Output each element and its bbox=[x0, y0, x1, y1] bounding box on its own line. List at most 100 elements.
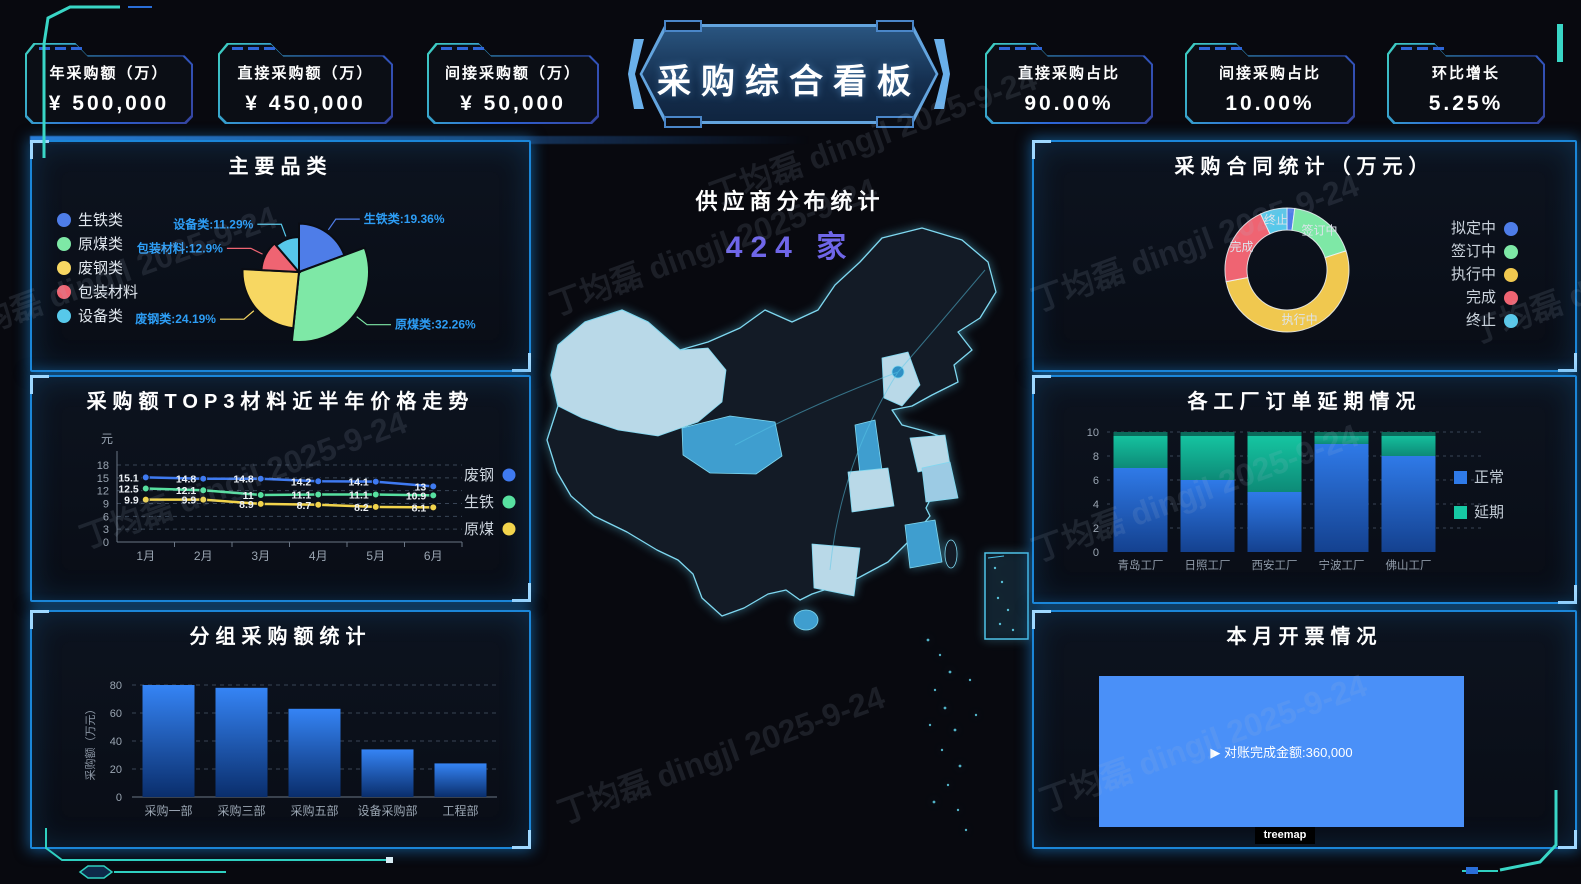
data-point[interactable] bbox=[141, 473, 150, 482]
data-point[interactable] bbox=[371, 477, 380, 486]
data-point[interactable] bbox=[314, 500, 323, 509]
treemap-breadcrumb[interactable]: treemap bbox=[1255, 827, 1315, 844]
legend-item[interactable]: 生铁 bbox=[464, 494, 494, 511]
legend-swatch-icon[interactable] bbox=[502, 468, 516, 482]
y-tick-label: 15 bbox=[97, 473, 109, 485]
legend-item[interactable]: 生铁类 bbox=[78, 212, 123, 229]
legend-swatch-icon[interactable] bbox=[1504, 245, 1518, 259]
legend-swatch-icon[interactable] bbox=[57, 213, 71, 227]
pie-slice[interactable] bbox=[290, 246, 370, 343]
legend-item[interactable]: 延期 bbox=[1474, 504, 1504, 521]
data-point[interactable] bbox=[256, 499, 265, 508]
legend-swatch-icon[interactable] bbox=[1504, 268, 1518, 282]
bar-normal[interactable] bbox=[1314, 444, 1369, 552]
legend-swatch-icon[interactable] bbox=[502, 522, 516, 536]
legend-swatch-icon[interactable] bbox=[1454, 471, 1467, 484]
bar-normal[interactable] bbox=[1381, 456, 1436, 552]
data-point[interactable] bbox=[429, 503, 438, 512]
bar-normal[interactable] bbox=[1180, 480, 1235, 552]
legend-item[interactable]: 完成 bbox=[1466, 289, 1496, 306]
data-label: 14.8 bbox=[233, 474, 254, 486]
bar[interactable] bbox=[288, 708, 341, 797]
legend-item[interactable]: 废钢 bbox=[464, 467, 494, 484]
data-point[interactable] bbox=[256, 490, 265, 499]
legend-swatch-icon[interactable] bbox=[57, 237, 71, 251]
donut-slice[interactable] bbox=[1225, 250, 1350, 333]
donut-slice-label: 完成 bbox=[1230, 239, 1254, 254]
rose-pie-chart[interactable]: 生铁类:19.36% 原煤类:32.26% 废钢类:24.19% 包装材料:12.9%… bbox=[32, 142, 529, 370]
x-tick-label: 青岛工厂 bbox=[1118, 558, 1164, 572]
group-purchase-bar-chart[interactable]: 0 20 40 60 80 采购额（万元） 采购一部 采购三部 采购五部 设备采购部 工程部 bbox=[32, 612, 529, 847]
data-point[interactable] bbox=[429, 491, 438, 500]
legend-item[interactable]: 原煤 bbox=[464, 521, 494, 538]
data-label: 13 bbox=[415, 481, 427, 493]
kpi-label: 直接采购占比 bbox=[1017, 65, 1120, 82]
china-map[interactable] bbox=[530, 210, 1030, 879]
bar-delay[interactable] bbox=[1180, 432, 1235, 480]
panel-monthly-invoice: 本月开票情况 ▶ 对账完成金额:360,000 treemap bbox=[1032, 610, 1577, 849]
data-point[interactable] bbox=[199, 486, 208, 495]
legend-swatch-icon[interactable] bbox=[1504, 314, 1518, 328]
legend-swatch-icon[interactable] bbox=[57, 285, 71, 299]
data-point[interactable] bbox=[256, 474, 265, 483]
legend-swatch-icon[interactable] bbox=[57, 309, 71, 323]
legend-item[interactable]: 拟定中 bbox=[1451, 220, 1496, 237]
legend-item[interactable]: 执行中 bbox=[1451, 266, 1496, 283]
legend-item[interactable]: 设备类 bbox=[78, 308, 123, 325]
legend-item[interactable]: 包装材料 bbox=[78, 284, 138, 301]
y-tick-label: 6 bbox=[103, 511, 109, 523]
bar-delay[interactable] bbox=[1247, 432, 1302, 492]
map-inset-box bbox=[984, 552, 1029, 640]
pie-label: 生铁类:19.36% bbox=[364, 211, 445, 226]
legend-item[interactable]: 签订中 bbox=[1451, 243, 1496, 260]
data-label: 14.1 bbox=[348, 477, 369, 489]
data-point[interactable] bbox=[371, 502, 380, 511]
bar-delay[interactable] bbox=[1113, 432, 1168, 468]
data-point[interactable] bbox=[314, 477, 323, 486]
pie-slice[interactable] bbox=[260, 242, 302, 274]
legend-swatch-icon[interactable] bbox=[1504, 291, 1518, 305]
treemap-node-label: ▶ 对账完成金额:360,000 bbox=[1210, 745, 1353, 760]
legend-item[interactable]: 正常 bbox=[1474, 469, 1504, 486]
kpi-tab-dash bbox=[248, 47, 259, 50]
y-tick-label: 6 bbox=[1093, 475, 1099, 487]
kpi-tab-dash bbox=[1215, 47, 1226, 50]
kpi-card-background bbox=[1389, 44, 1543, 122]
legend-swatch-icon[interactable] bbox=[1454, 506, 1467, 519]
pie-slice[interactable] bbox=[298, 222, 346, 274]
bar-normal[interactable] bbox=[1247, 492, 1302, 552]
bar[interactable] bbox=[215, 687, 268, 797]
bar[interactable] bbox=[361, 749, 414, 797]
contract-donut-chart[interactable]: 签订中 执行中 完成 终止 拟定中 签订中 执行中 完成 终止 bbox=[1034, 142, 1575, 370]
panel-title-group-purchase: 分组采购额统计 bbox=[189, 626, 372, 648]
data-point[interactable] bbox=[199, 495, 208, 504]
data-label: 9.9 bbox=[182, 495, 197, 507]
data-point[interactable] bbox=[429, 482, 438, 491]
legend-item[interactable]: 原煤类 bbox=[78, 236, 123, 253]
data-point[interactable] bbox=[371, 490, 380, 499]
kpi-card-background bbox=[1187, 44, 1353, 122]
panel-price-trend: 0 3 6 9 12 15 18 元 1月 2月 3月 4月 5月 6月 15.1 14.8 14.8 14.2 1… bbox=[30, 375, 531, 602]
data-point[interactable] bbox=[141, 495, 150, 504]
pie-slice[interactable] bbox=[241, 268, 301, 330]
pie-label-line bbox=[219, 310, 255, 320]
bar[interactable] bbox=[434, 763, 487, 797]
data-point[interactable] bbox=[199, 474, 208, 483]
bar[interactable] bbox=[142, 685, 195, 797]
pie-slice[interactable] bbox=[274, 236, 300, 275]
legend-item[interactable]: 终止 bbox=[1466, 312, 1496, 329]
factory-delay-stacked-bar-chart[interactable]: 0 2 4 6 8 10 青岛工厂 日照工厂 西安工厂 宁波工厂 佛山工厂 正常 延期 bbox=[1034, 377, 1575, 602]
data-point[interactable] bbox=[314, 490, 323, 499]
legend-item[interactable]: 废钢类 bbox=[78, 260, 123, 277]
legend-swatch-icon[interactable] bbox=[1504, 222, 1518, 236]
bar-normal[interactable] bbox=[1113, 468, 1168, 552]
kpi-tab-dash bbox=[473, 47, 484, 50]
data-point[interactable] bbox=[141, 484, 150, 493]
legend-swatch-icon[interactable] bbox=[57, 261, 71, 275]
donut-slice[interactable] bbox=[1259, 207, 1288, 235]
data-label: 8.1 bbox=[412, 502, 427, 514]
diamond-ornament-right bbox=[1466, 867, 1478, 874]
price-trend-line-chart[interactable]: 0 3 6 9 12 15 18 元 1月 2月 3月 4月 5月 6月 15.1 14.8 14.8 14.2 1… bbox=[32, 377, 529, 600]
legend-swatch-icon[interactable] bbox=[502, 495, 516, 509]
treemap-node[interactable]: ▶ 对账完成金额:360,000 bbox=[1099, 676, 1464, 827]
